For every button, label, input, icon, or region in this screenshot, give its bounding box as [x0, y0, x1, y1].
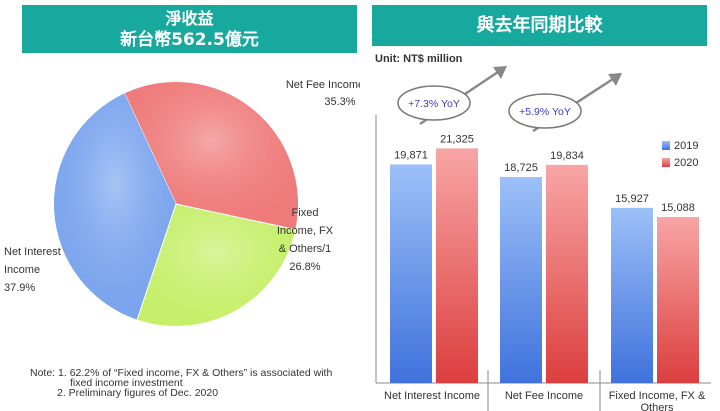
pie-chart: Net Fee Income 35.3% Fixed Income, FX & Othe… — [4, 79, 360, 326]
right-title: 與去年同期比較 — [476, 15, 603, 36]
left-title-line2: 新台幣562.5億元 — [120, 30, 259, 50]
label-fixed-income: Fixed Income, FX & Others/1 26.8% — [277, 207, 334, 273]
unit-label: Unit: NT$ million — [375, 53, 463, 65]
yoy-label: +5.9% YoY — [519, 106, 571, 118]
footnote-line2: fixed income investment — [70, 377, 183, 389]
data-label-2019-net-interest: 19,871 — [394, 149, 428, 161]
bar-chart: 19,871 18,725 15,927 21,325 19,834 15,088 Net … — [375, 66, 711, 411]
bar-2019-net-interest — [390, 164, 432, 383]
data-label-2020-net-fee: 19,834 — [550, 150, 584, 162]
pie-divider — [175, 203, 296, 231]
category-label-fixed-income: Fixed Income, FX & Others — [609, 390, 706, 411]
legend-label-2020: 2020 — [674, 157, 698, 169]
pie-slice-net-fee-shade — [124, 82, 298, 230]
footnote: Note: 1. 62.2% of “Fixed income, FX & Ot… — [30, 367, 333, 399]
category-label-net-interest: Net Interest Income — [384, 390, 480, 402]
data-label-2019-fixed-income: 15,927 — [615, 193, 649, 205]
right-title-banner: 與去年同期比較 — [372, 5, 707, 46]
label-net-fee: Net Fee Income 35.3% — [286, 79, 360, 108]
legend-label-2019: 2019 — [674, 140, 698, 152]
yoy-bubble — [508, 93, 582, 129]
left-title-line1: 淨收益 — [165, 9, 214, 28]
data-label-2020-net-interest: 21,325 — [440, 133, 474, 145]
yoy-arrow-head — [493, 66, 507, 79]
pie-slice-fixed-income-shade — [137, 204, 296, 326]
yoy-bubble — [397, 85, 471, 121]
pie-divider — [136, 203, 177, 320]
bar-2019-fixed-income — [611, 207, 653, 383]
pie-slice-net-interest-shade — [54, 93, 176, 320]
footnote-line1: Note: 1. 62.2% of “Fixed income, FX & Ot… — [30, 367, 333, 379]
category-label-net-fee: Net Fee Income — [505, 390, 583, 402]
bar-2020-fixed-income — [657, 217, 699, 383]
pie-divider — [123, 93, 177, 205]
bar-2019-net-fee — [500, 177, 542, 383]
legend-swatch-2019 — [662, 141, 670, 150]
data-label-2019-net-fee: 18,725 — [504, 162, 538, 174]
left-title-banner: 淨收益 新台幣562.5億元 — [22, 5, 357, 53]
label-net-interest: Net Interest Income 37.9% — [4, 246, 61, 294]
yoy-label: +7.3% YoY — [408, 98, 460, 110]
legend-swatch-2020 — [662, 158, 670, 167]
yoy-arrow-head — [608, 73, 622, 86]
bar-2020-net-interest — [436, 148, 478, 383]
data-label-2020-fixed-income: 15,088 — [661, 202, 695, 214]
footnote-line3: 2. Preliminary figures of Dec. 2020 — [57, 387, 219, 399]
bar-2020-net-fee — [546, 164, 588, 383]
